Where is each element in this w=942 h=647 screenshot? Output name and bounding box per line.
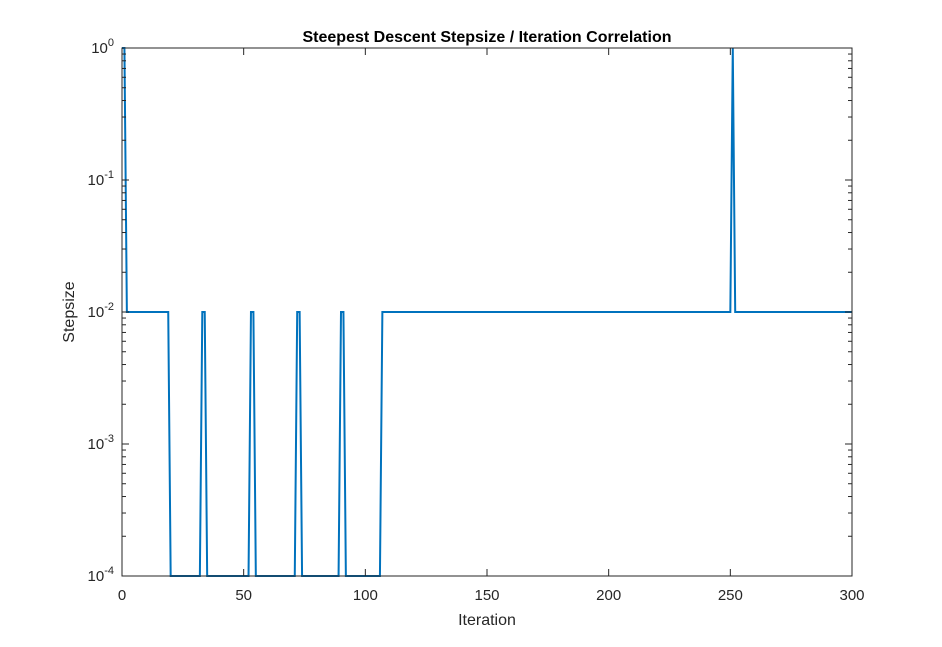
x-tick-label: 200 <box>596 587 621 604</box>
x-tick-label: 100 <box>353 587 378 604</box>
x-tick-label: 0 <box>118 587 126 604</box>
y-tick-label: 10-2 <box>88 301 114 321</box>
x-tick-label: 300 <box>839 587 864 604</box>
x-axis-label: Iteration <box>458 612 516 629</box>
x-axis-ticks: 0 50 100 150 200 250 300 <box>118 48 865 604</box>
y-axis-label: Stepsize <box>61 281 78 342</box>
y-tick-label: 10-1 <box>88 169 114 189</box>
x-tick-label: 150 <box>474 587 499 604</box>
y-tick-label: 100 <box>91 37 114 57</box>
x-tick-label: 250 <box>718 587 743 604</box>
y-tick-label: 10-3 <box>88 433 114 453</box>
y-axis-ticks: 10-4 10-3 10-2 10-1 100 <box>88 37 852 585</box>
y-tick-label: 10-4 <box>88 565 114 585</box>
x-tick-label: 50 <box>235 587 252 604</box>
chart-title: Steepest Descent Stepsize / Iteration Co… <box>303 29 672 46</box>
